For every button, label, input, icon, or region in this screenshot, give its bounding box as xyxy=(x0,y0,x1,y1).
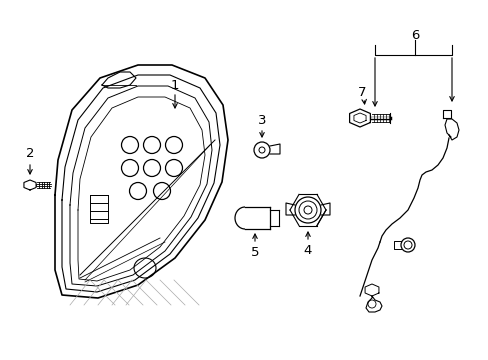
Ellipse shape xyxy=(121,159,138,176)
Text: 3: 3 xyxy=(257,113,265,126)
Ellipse shape xyxy=(298,201,316,219)
Text: 1: 1 xyxy=(170,78,179,91)
Ellipse shape xyxy=(400,238,414,252)
Ellipse shape xyxy=(143,159,160,176)
Ellipse shape xyxy=(253,142,269,158)
Text: 4: 4 xyxy=(303,243,311,257)
Ellipse shape xyxy=(165,136,182,153)
Ellipse shape xyxy=(367,300,375,308)
Text: 5: 5 xyxy=(250,246,259,258)
Ellipse shape xyxy=(403,241,411,249)
Ellipse shape xyxy=(143,136,160,153)
Text: 2: 2 xyxy=(26,147,34,159)
Ellipse shape xyxy=(153,183,170,199)
Ellipse shape xyxy=(294,197,320,223)
Ellipse shape xyxy=(304,206,311,214)
Text: 7: 7 xyxy=(357,86,366,99)
Ellipse shape xyxy=(165,159,182,176)
Ellipse shape xyxy=(129,183,146,199)
Ellipse shape xyxy=(121,136,138,153)
Ellipse shape xyxy=(134,258,156,278)
Text: 6: 6 xyxy=(410,28,418,41)
Ellipse shape xyxy=(259,147,264,153)
